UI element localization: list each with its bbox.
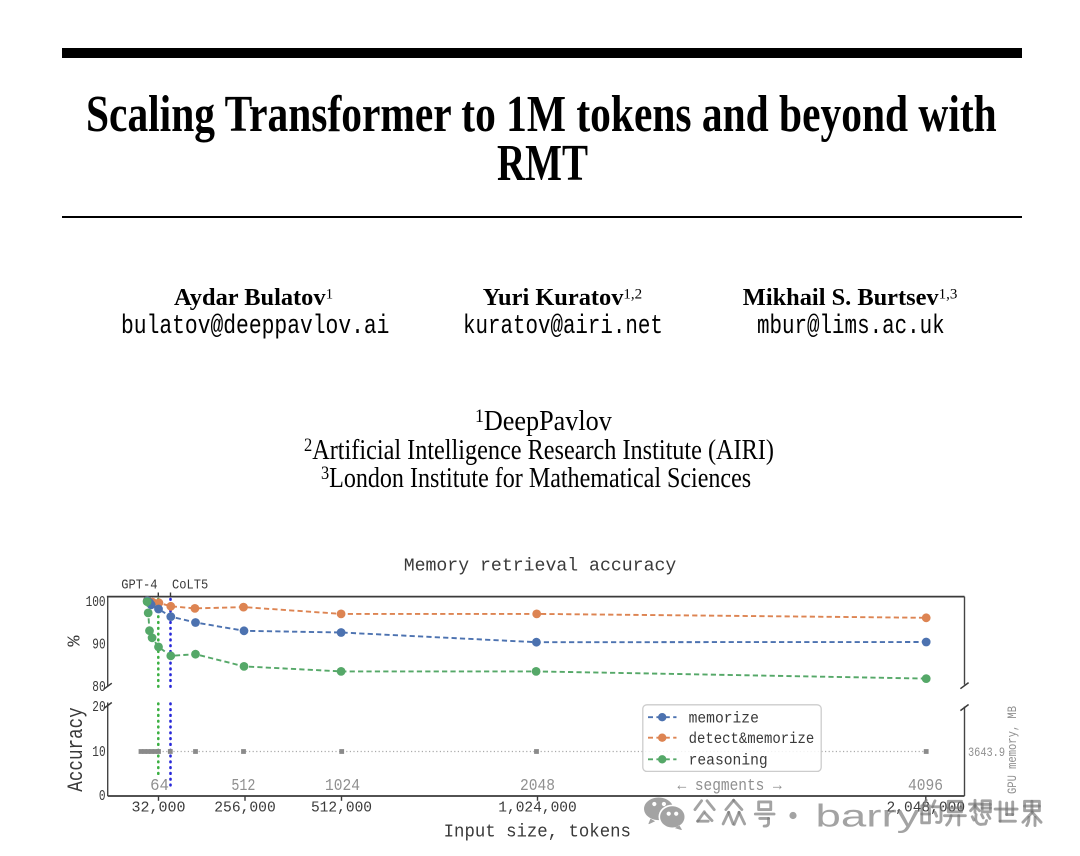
svg-text:reasoning: reasoning	[689, 752, 768, 770]
svg-text:3643.9: 3643.9	[968, 745, 1005, 760]
svg-text:%: %	[65, 635, 86, 647]
svg-text:512: 512	[231, 776, 255, 795]
svg-text:Input size, tokens: Input size, tokens	[444, 821, 631, 842]
svg-text:GPT-4: GPT-4	[121, 578, 157, 593]
svg-text:← segments →: ← segments →	[677, 776, 781, 795]
svg-text:barry: barry	[816, 798, 920, 834]
svg-text:32,000: 32,000	[132, 800, 186, 816]
svg-text:512,000: 512,000	[311, 800, 372, 816]
svg-text:CoLT5: CoLT5	[172, 578, 208, 593]
svg-text:10: 10	[92, 744, 105, 761]
svg-text:Accuracy: Accuracy	[64, 707, 89, 791]
svg-text:100: 100	[86, 593, 106, 610]
svg-text:2048: 2048	[520, 776, 555, 795]
svg-text:Memory retrieval accuracy: Memory retrieval accuracy	[404, 556, 677, 577]
svg-text:memorize: memorize	[689, 709, 759, 727]
svg-text:1024: 1024	[325, 776, 360, 795]
svg-text:64: 64	[150, 776, 169, 795]
svg-text:90: 90	[92, 636, 105, 653]
svg-text:2,048,000: 2,048,000	[887, 800, 966, 816]
svg-text:1,024,000: 1,024,000	[498, 800, 577, 816]
svg-text:256,000: 256,000	[214, 800, 276, 816]
svg-text:4096: 4096	[908, 776, 943, 795]
svg-text:20: 20	[92, 699, 105, 716]
svg-text:80: 80	[92, 679, 105, 696]
svg-text:GPU memory, MB: GPU memory, MB	[1005, 706, 1020, 794]
svg-text:detect&memorize: detect&memorize	[689, 730, 815, 748]
svg-text:0: 0	[99, 788, 106, 805]
